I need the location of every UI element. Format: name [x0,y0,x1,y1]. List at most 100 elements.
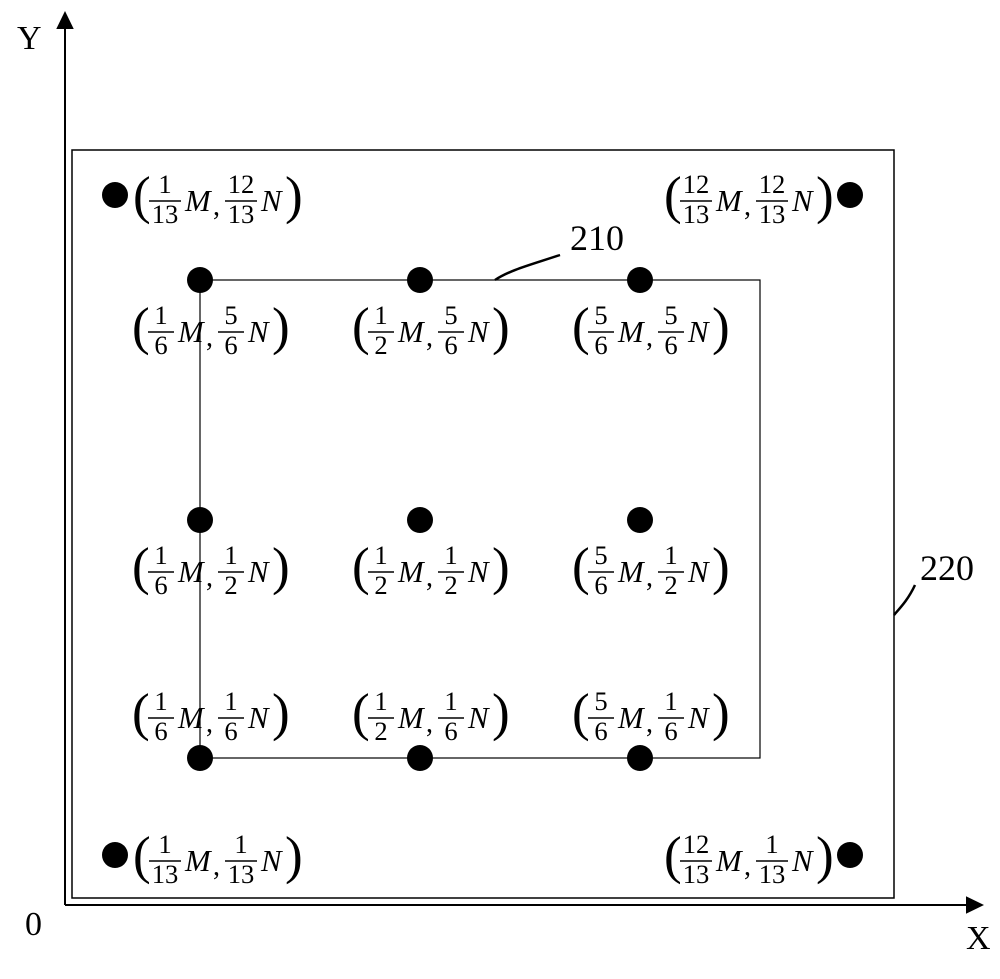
point-inner-tr [627,267,653,293]
coord-label-inner-tr: (56M,56N) [572,297,730,360]
callout-leader-210 [495,255,560,280]
svg-text:M: M [177,701,206,735]
coord-label-outer-bl: (113M,113N) [133,826,303,889]
svg-text:N: N [247,701,270,735]
svg-text:6: 6 [664,330,677,360]
svg-text:1: 1 [158,169,171,199]
svg-text:,: , [744,851,751,882]
coord-label-inner-tl: (16M,56N) [132,297,290,360]
point-inner-tm [407,267,433,293]
coord-label-inner-tm: (12M,56N) [352,297,510,360]
svg-text:6: 6 [594,716,607,746]
svg-text:1: 1 [158,829,171,859]
svg-text:5: 5 [444,300,457,330]
svg-text:12: 12 [683,169,710,199]
svg-text:M: M [177,555,206,589]
svg-text:12: 12 [759,169,786,199]
svg-text:): ) [492,537,510,596]
svg-text:M: M [715,844,744,878]
svg-text:N: N [260,844,283,878]
svg-text:,: , [426,322,433,353]
svg-text:2: 2 [374,330,387,360]
svg-text:,: , [426,562,433,593]
svg-text:,: , [213,191,220,222]
svg-text:5: 5 [594,540,607,570]
svg-text:): ) [272,297,290,356]
svg-text:1: 1 [374,686,387,716]
svg-text:(: ( [352,537,370,596]
svg-text:1: 1 [444,540,457,570]
svg-text:13: 13 [228,199,255,229]
svg-text:5: 5 [664,300,677,330]
svg-text:(: ( [132,297,150,356]
svg-text:1: 1 [444,686,457,716]
svg-text:M: M [715,184,744,218]
svg-text:): ) [285,166,303,225]
coord-label-inner-mr: (56M,12N) [572,537,730,600]
svg-text:6: 6 [154,330,167,360]
svg-text:2: 2 [374,716,387,746]
point-outer-bl [102,842,128,868]
svg-text:N: N [791,844,814,878]
svg-text:13: 13 [759,199,786,229]
point-outer-br [837,842,863,868]
svg-text:6: 6 [154,716,167,746]
svg-text:N: N [247,555,270,589]
svg-text:12: 12 [683,829,710,859]
svg-text:): ) [712,537,730,596]
svg-text:6: 6 [594,570,607,600]
svg-text:N: N [687,701,710,735]
svg-text:5: 5 [594,300,607,330]
coord-label-inner-bl: (16M,16N) [132,683,290,746]
svg-text:(: ( [572,537,590,596]
point-outer-tl [102,182,128,208]
svg-text:1: 1 [234,829,247,859]
svg-text:Y: Y [17,20,42,57]
svg-text:N: N [467,315,490,349]
svg-text:,: , [646,708,653,739]
svg-text:(: ( [132,537,150,596]
svg-text:M: M [177,315,206,349]
svg-text:,: , [646,562,653,593]
coord-label-inner-br: (56M,16N) [572,683,730,746]
svg-text:): ) [492,297,510,356]
svg-text:X: X [966,920,991,957]
svg-text:6: 6 [224,716,237,746]
svg-text:1: 1 [664,540,677,570]
svg-text:6: 6 [594,330,607,360]
svg-text:(: ( [352,683,370,742]
coord-label-outer-tr: (1213M,1213N) [664,166,834,229]
svg-text:0: 0 [25,906,42,943]
svg-text:M: M [617,315,646,349]
svg-text:): ) [492,683,510,742]
svg-text:12: 12 [228,169,255,199]
callout-text-210: 210 [570,218,624,258]
svg-text:N: N [260,184,283,218]
svg-text:,: , [206,322,213,353]
coord-label-inner-bm: (12M,16N) [352,683,510,746]
coord-label-outer-br: (1213M,113N) [664,826,834,889]
svg-text:2: 2 [444,570,457,600]
svg-text:1: 1 [374,300,387,330]
svg-text:M: M [184,184,213,218]
svg-text:): ) [285,826,303,885]
svg-text:5: 5 [594,686,607,716]
svg-text:2: 2 [224,570,237,600]
svg-text:(: ( [133,166,151,225]
point-outer-tr [837,182,863,208]
point-inner-tl [187,267,213,293]
svg-text:(: ( [133,826,151,885]
svg-text:1: 1 [374,540,387,570]
svg-text:1: 1 [154,300,167,330]
svg-text:13: 13 [152,199,179,229]
svg-text:1: 1 [664,686,677,716]
point-inner-bm [407,745,433,771]
svg-text:2: 2 [664,570,677,600]
svg-text:): ) [816,826,834,885]
svg-text:,: , [213,851,220,882]
svg-text:,: , [206,708,213,739]
svg-text:): ) [816,166,834,225]
svg-text:N: N [467,701,490,735]
svg-text:M: M [617,555,646,589]
point-inner-br [627,745,653,771]
